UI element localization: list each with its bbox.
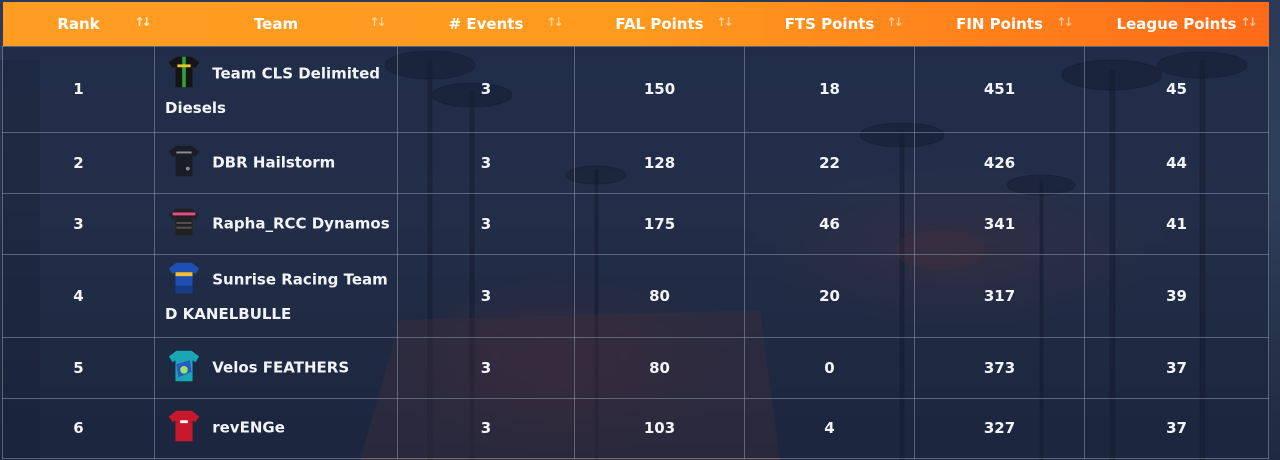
events-cell: 3 [397, 131, 575, 194]
fal-points-cell: 175 [574, 192, 745, 255]
fts-points-cell: 46 [744, 192, 915, 255]
team-cell[interactable]: Team CLS Delimited Diesels [154, 45, 398, 133]
rank-cell: 4 [2, 253, 155, 338]
header-label: FIN Points [956, 14, 1043, 33]
table-row[interactable]: 3 Rapha_RCC Dynamos 3 175 46 341 41 [2, 192, 1269, 255]
fts-points-cell: 4 [744, 397, 915, 459]
header-team[interactable]: Team ↑↓ [155, 2, 398, 46]
rank-cell: 3 [2, 192, 155, 255]
fin-points-cell: 327 [914, 397, 1085, 459]
header-label: Team [253, 14, 299, 33]
league-points-cell: 44 [1084, 131, 1269, 194]
events-cell: 3 [397, 192, 575, 255]
events-cell: 3 [397, 336, 575, 399]
header-fts-points[interactable]: FTS Points ↑↓ [745, 2, 915, 46]
rank-cell: 1 [2, 45, 155, 133]
fin-points-cell: 341 [914, 192, 1085, 255]
fal-points-cell: 103 [574, 397, 745, 459]
team-name: DBR Hailstorm [212, 153, 336, 171]
rank-cell: 2 [2, 131, 155, 194]
events-cell: 3 [397, 45, 575, 133]
header-fin-points[interactable]: FIN Points ↑↓ [915, 2, 1085, 46]
fal-points-cell: 80 [574, 336, 745, 399]
league-points-cell: 45 [1084, 45, 1269, 133]
fal-points-cell: 80 [574, 253, 745, 338]
pink-stripe-jersey-icon [168, 208, 200, 235]
team-cell[interactable]: Sunrise Racing Team D KANELBULLE [154, 253, 398, 338]
team-cell[interactable]: revENGe [154, 397, 398, 459]
header-label: # Events [448, 14, 524, 33]
league-points-cell: 41 [1084, 192, 1269, 255]
table-row[interactable]: 4 Sunrise Racing Team D KANELBULLE 3 80 … [2, 253, 1269, 338]
sort-icon[interactable]: ↑↓ [716, 15, 733, 29]
header-league-points[interactable]: League Points ↑↓ [1085, 2, 1269, 46]
fts-points-cell: 18 [744, 45, 915, 133]
sort-icon[interactable]: ↑↓ [1056, 15, 1073, 29]
league-points-cell: 37 [1084, 397, 1269, 459]
fts-points-cell: 20 [744, 253, 915, 338]
team-name: Velos FEATHERS [212, 358, 350, 376]
table-row[interactable]: 5 Velos FEATHERS 3 80 0 373 37 [2, 336, 1269, 399]
header-label: League Points [1116, 14, 1237, 33]
table-row[interactable]: 2 DBR Hailstorm 3 128 22 426 44 [2, 131, 1269, 194]
team-name: Sunrise Racing Team D KANELBULLE [165, 270, 388, 324]
team-cell[interactable]: Velos FEATHERS [154, 336, 398, 399]
team-cell[interactable]: Rapha_RCC Dynamos [154, 192, 398, 255]
sort-icon[interactable]: ↑↓ [369, 15, 386, 29]
header-label: FTS Points [784, 14, 875, 33]
sort-icon[interactable]: ↑↓ [1240, 15, 1257, 29]
rank-cell: 6 [2, 397, 155, 459]
team-cell[interactable]: DBR Hailstorm [154, 131, 398, 194]
sort-icon[interactable]: ↑↓ [546, 15, 563, 29]
table-row[interactable]: 1 Team CLS Delimited Diesels 3 150 18 45… [2, 45, 1269, 133]
events-cell: 3 [397, 397, 575, 459]
fin-points-cell: 373 [914, 336, 1085, 399]
fin-points-cell: 426 [914, 131, 1085, 194]
header-label: FAL Points [615, 14, 704, 33]
header-rank[interactable]: Rank ↑↓ [3, 2, 155, 46]
header-fal-points[interactable]: FAL Points ↑↓ [575, 2, 745, 46]
black-green-jersey-icon [168, 56, 200, 87]
league-points-cell: 37 [1084, 336, 1269, 399]
rank-cell: 5 [2, 336, 155, 399]
sort-icon[interactable]: ↑↓ [886, 15, 903, 29]
dark-jersey-icon [168, 145, 200, 176]
fal-points-cell: 128 [574, 131, 745, 194]
league-points-cell: 39 [1084, 253, 1269, 338]
fts-points-cell: 22 [744, 131, 915, 194]
team-name: Rapha_RCC Dynamos [212, 214, 390, 232]
table-row[interactable]: 6 revENGe 3 103 4 327 37 [2, 397, 1269, 459]
fin-points-cell: 317 [914, 253, 1085, 338]
red-jersey-icon [168, 410, 200, 442]
teal-pattern-jersey-icon [168, 350, 200, 381]
team-name: Team CLS Delimited Diesels [165, 64, 380, 117]
header-events[interactable]: # Events ↑↓ [398, 2, 575, 46]
events-cell: 3 [397, 253, 575, 338]
fts-points-cell: 0 [744, 336, 915, 399]
sort-icon[interactable]: ↑↓ [134, 15, 151, 29]
fal-points-cell: 150 [574, 45, 745, 133]
fin-points-cell: 451 [914, 45, 1085, 133]
blue-jersey-icon [168, 262, 200, 294]
team-name: revENGe [212, 418, 285, 437]
table-header-row: Rank ↑↓ Team ↑↓ # Events ↑↓ FAL Points ↑… [2, 2, 1269, 46]
header-label: Rank [57, 14, 100, 33]
